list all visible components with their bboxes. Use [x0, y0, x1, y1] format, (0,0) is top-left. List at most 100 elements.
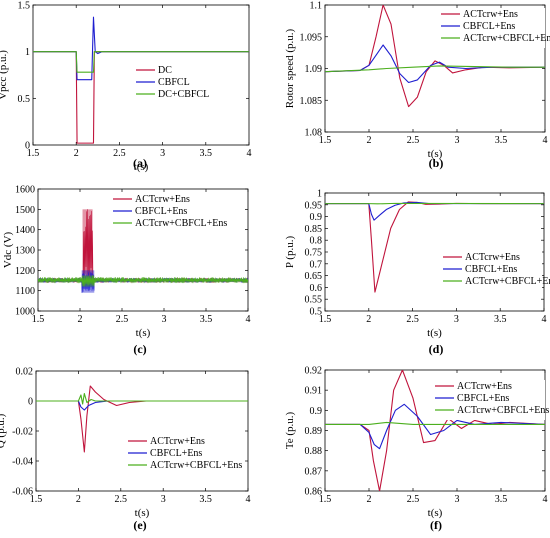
- x-tick-label: 3.5: [200, 314, 213, 325]
- legend-entry: ACTcrw+Ens: [463, 9, 518, 20]
- legend-entry: CBFCL+Ens: [135, 206, 187, 217]
- x-tick-label: 2.5: [407, 135, 420, 146]
- x-axis-label: t(s): [136, 327, 151, 339]
- panel-label: (e): [133, 518, 146, 532]
- legend-entry: CBFCL+Ens: [463, 21, 515, 32]
- y-tick-label: 0.5: [310, 307, 323, 318]
- x-tick-label: 3.5: [199, 494, 212, 505]
- legend-box: [440, 251, 542, 291]
- x-tick-label: 3.5: [494, 314, 507, 325]
- series-group: [325, 370, 545, 491]
- x-tick-label: 3.5: [495, 135, 508, 146]
- y-tick-label: 1: [25, 47, 30, 58]
- y-axis-label: Te (p.u.): [284, 411, 296, 449]
- y-tick-label: 1.085: [300, 96, 323, 107]
- legend-entry: DC: [158, 65, 172, 76]
- y-tick-label: -0.06: [12, 487, 33, 498]
- x-tick-label: 2: [367, 135, 372, 146]
- chart-panel-e: 1.5 2 2.5 3 3.5 4 -0.06 -0.04 -0.02 0 0.02 t(s) Q (p…: [0, 367, 251, 533]
- y-tick-label: 0.9: [310, 212, 323, 223]
- y-tick-label: 0.87: [305, 466, 323, 477]
- x-tick-label: 2.5: [115, 494, 128, 505]
- legend-box: [432, 380, 545, 420]
- legend-entry: ACTcrw+CBFCL+Ens: [463, 33, 550, 44]
- y-tick-label: 0.92: [305, 366, 323, 377]
- series-line-1: [325, 201, 544, 221]
- series-line-0: [325, 5, 545, 108]
- x-tick-label: 1.5: [27, 148, 40, 159]
- x-tick-label: 3: [160, 148, 165, 159]
- series-group: [325, 201, 544, 293]
- y-tick-label: 0.85: [305, 224, 323, 235]
- panel-label: (a): [133, 156, 147, 170]
- y-tick-label: 0.65: [305, 271, 323, 282]
- y-tick-label: 1100: [15, 286, 35, 297]
- x-tick-label: 3: [454, 314, 459, 325]
- y-tick-label: 0.55: [305, 295, 323, 306]
- chart-panel-b: 1.5 2 2.5 3 3.5 4 1.08 1.085 1.09 1.095 1.1 t(s) Rot…: [284, 1, 550, 171]
- legend-entry: ACTcrw+Ens: [150, 436, 205, 447]
- x-tick-label: 3.5: [200, 148, 213, 159]
- series-group: [33, 16, 249, 144]
- chart-panel-f: 1.5 2 2.5 3 3.5 4 0.86 0.87 0.88 0.89 0.9 0.91 0.92 t…: [284, 366, 549, 533]
- y-tick-label: 1200: [15, 266, 35, 277]
- chart-panel-d: 1.5 2 2.5 3 3.5 4 0.50.550.60.650.70.750.80.85…: [284, 189, 550, 357]
- legend-box: [133, 64, 240, 104]
- legend-entry: CBFCL: [158, 77, 190, 88]
- y-tick-label: 1400: [15, 225, 35, 236]
- legend-entry: ACTcrw+Ens: [457, 381, 512, 392]
- y-tick-label: 0: [25, 141, 30, 152]
- legend-entry: CBFCL+Ens: [465, 264, 517, 275]
- x-axis-label: t(s): [427, 327, 442, 339]
- legend-entry: DC+CBFCL: [158, 89, 209, 100]
- y-tick-label: 0.91: [305, 386, 323, 397]
- x-tick-label: 4: [246, 314, 251, 325]
- x-tick-label: 2: [74, 148, 79, 159]
- x-tick-label: 3: [455, 494, 460, 505]
- x-tick-label: 4: [543, 135, 548, 146]
- x-tick-label: 2.5: [406, 314, 419, 325]
- series-line-2: [325, 421, 545, 425]
- series-group: [325, 5, 545, 108]
- legend-entry: ACTcrw+CBFCL+Ens: [457, 405, 549, 416]
- y-tick-label: 1.09: [305, 64, 323, 75]
- x-axis-label: t(s): [135, 507, 150, 519]
- x-tick-label: 2: [76, 494, 81, 505]
- y-tick-label: 1: [317, 189, 322, 200]
- y-tick-label: 0.86: [305, 487, 323, 498]
- series-group: [36, 385, 248, 453]
- chart-panel-a: 1.5 2 2.5 3 3.5 4 0 0.5 1 1.5 t(s) Vpcc (p.u.) (a) DC…: [0, 1, 252, 174]
- y-tick-label: 0.8: [310, 236, 323, 247]
- x-tick-label: 4: [247, 148, 252, 159]
- x-tick-label: 2: [366, 314, 371, 325]
- y-axis-label: Q (p.u.): [0, 413, 7, 448]
- legend-entry: ACTcrw+CBFCL+Ens: [135, 218, 227, 229]
- panel-label: (f): [430, 518, 442, 532]
- x-axis-label: t(s): [428, 148, 443, 160]
- series-line-2: [33, 51, 249, 73]
- series-line-0: [325, 370, 545, 491]
- legend-entry: ACTcrw+Ens: [465, 252, 520, 263]
- x-axis-label: t(s): [428, 507, 443, 519]
- y-tick-label: 0: [28, 397, 33, 408]
- x-tick-label: 4: [542, 314, 547, 325]
- y-tick-label: 1600: [15, 185, 35, 196]
- legend-entry: ACTcrw+Ens: [135, 194, 190, 205]
- x-tick-label: 1.5: [30, 494, 43, 505]
- series-line-2: [38, 275, 248, 287]
- panel-label: (c): [133, 342, 146, 356]
- x-tick-label: 1.5: [32, 314, 45, 325]
- y-tick-label: 0.9: [310, 406, 323, 417]
- y-tick-label: 0.88: [305, 446, 323, 457]
- y-tick-label: 0.95: [305, 200, 323, 211]
- y-axis-label: Rotor speed (p.u.): [284, 28, 296, 108]
- y-axis-label: Vpcc (p.u.): [0, 50, 9, 100]
- legend-entry: CBFCL+Ens: [150, 448, 202, 459]
- x-tick-label: 3.5: [495, 494, 508, 505]
- y-tick-label: 0.75: [305, 248, 323, 259]
